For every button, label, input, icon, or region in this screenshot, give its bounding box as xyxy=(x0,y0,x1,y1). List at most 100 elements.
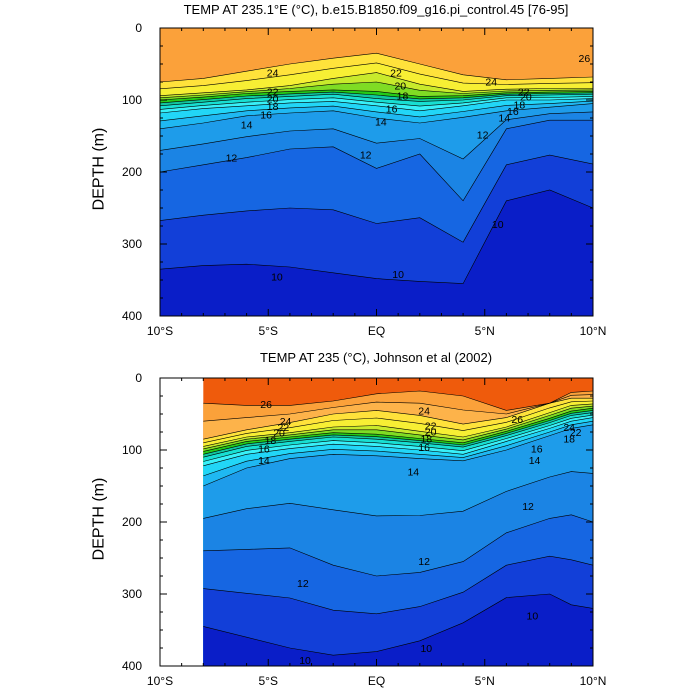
contour-label: 16 xyxy=(258,444,270,456)
y-tick-label: 200 xyxy=(122,165,142,179)
contour-label: 22 xyxy=(278,422,290,434)
contour-label: 22 xyxy=(570,427,582,439)
isotherm-line-16 xyxy=(159,98,594,114)
contour-label: 10 xyxy=(420,643,432,655)
y-tick-label: 300 xyxy=(122,587,142,601)
isotherm-line-18 xyxy=(159,93,594,107)
contour-label: 10 xyxy=(271,271,283,283)
contour-label: 16 xyxy=(531,444,543,456)
contour-label: 22 xyxy=(390,68,402,80)
contour-label: 20 xyxy=(273,428,285,440)
isotherm-line-16 xyxy=(203,417,594,467)
y-tick-label: 400 xyxy=(122,309,142,323)
y-tick-label: 100 xyxy=(122,93,142,107)
contour-label: 12 xyxy=(360,150,372,162)
contour-label: 24 xyxy=(280,416,292,428)
contour-label: 12 xyxy=(418,556,430,568)
isotherm-line-15 xyxy=(203,420,594,477)
isotherm-line-13 xyxy=(159,111,594,160)
isotherm-line-24 xyxy=(203,397,593,440)
contour-label: 26 xyxy=(260,399,272,411)
contour-label: 16 xyxy=(386,104,398,116)
isotherm-line-19 xyxy=(159,91,594,104)
contour-label: 24 xyxy=(563,422,575,434)
contour-label: 18 xyxy=(267,101,279,113)
isotherm-line-11 xyxy=(203,555,594,615)
isotherm-line-20 xyxy=(203,407,594,452)
contour-label: 24 xyxy=(418,405,430,417)
contour-label: 12 xyxy=(522,501,534,513)
x-tick-label: 5°N xyxy=(475,324,495,338)
y-tick-label: 400 xyxy=(122,659,142,673)
isotherm-line-20 xyxy=(159,89,594,101)
isotherm-band-9 xyxy=(203,594,594,666)
contour-label: 20 xyxy=(394,81,406,93)
isotherm-line-17 xyxy=(159,96,594,110)
contour-label: 18 xyxy=(563,433,575,445)
isotherm-line-13 xyxy=(203,471,594,519)
panel2-title: TEMP AT 235 (°C), Johnson et al (2002) xyxy=(259,350,493,365)
isotherm-line-17 xyxy=(203,414,594,462)
contour-label: 12 xyxy=(297,578,309,590)
isotherm-line-24 xyxy=(159,52,594,83)
contour-label: 10 xyxy=(392,269,404,281)
contour-label: 20 xyxy=(520,91,532,103)
isotherm-line-23 xyxy=(203,400,594,444)
x-tick-label: 10°S xyxy=(147,674,173,688)
isotherm-band-9 xyxy=(160,190,593,316)
contour-label: 26 xyxy=(511,414,523,426)
isotherm-line-21 xyxy=(203,405,594,450)
isotherm-line-10 xyxy=(203,593,594,656)
contour-label: 18 xyxy=(420,433,432,445)
contour-label: 18 xyxy=(265,435,277,447)
isotherm-line-18 xyxy=(203,412,594,458)
contour-label: 16 xyxy=(260,109,272,121)
y-tick-label: 0 xyxy=(135,371,142,385)
isotherm-line-12 xyxy=(203,514,594,577)
isotherm-line-22 xyxy=(203,403,594,447)
isotherm-line-14 xyxy=(203,424,594,487)
isotherm-line-23 xyxy=(159,62,594,90)
isotherm-line-22 xyxy=(159,72,593,96)
x-tick-label: EQ xyxy=(368,674,385,688)
isotherm-line-19 xyxy=(203,410,594,455)
y-tick-label: 200 xyxy=(122,515,142,529)
isotherm-line-14 xyxy=(159,103,594,130)
contour-label: 14 xyxy=(498,112,510,124)
contour-label: 14 xyxy=(375,117,387,129)
x-tick-label: 5°S xyxy=(259,674,278,688)
x-tick-label: 10°N xyxy=(580,324,607,338)
y-tick-label: 300 xyxy=(122,237,142,251)
contour-label: 16 xyxy=(418,442,430,454)
contour-label: 12 xyxy=(226,153,238,165)
contour-label: 10 xyxy=(299,655,311,667)
x-tick-label: 10°N xyxy=(580,674,607,688)
isotherm-line-10 xyxy=(159,189,594,284)
x-tick-label: 5°N xyxy=(475,674,495,688)
x-tick-label: 5°S xyxy=(259,324,278,338)
contour-label: 10 xyxy=(527,611,539,623)
contour-label: 14 xyxy=(241,119,253,131)
contour-label: 24 xyxy=(267,68,279,80)
isotherm-line-11 xyxy=(159,154,594,243)
contour-label: 20 xyxy=(267,94,279,106)
contour-label: 22 xyxy=(267,86,279,98)
isotherm-line-21 xyxy=(159,81,594,99)
contour-label: 22 xyxy=(425,421,437,433)
y-tick-label: 0 xyxy=(135,21,142,35)
contour-label: 10 xyxy=(492,219,504,231)
contour-label: 22 xyxy=(518,86,530,98)
contour-label: 24 xyxy=(485,76,497,88)
isotherm-line-12 xyxy=(159,119,593,202)
x-tick-label: 10°S xyxy=(147,324,173,338)
contour-label: 14 xyxy=(258,455,270,467)
y-tick-label: 100 xyxy=(122,443,142,457)
contour-label: 12 xyxy=(477,130,489,142)
panel1-title: TEMP AT 235.1°E (°C), b.e15.B1850.f09_g1… xyxy=(183,2,569,17)
isotherm-line-26 xyxy=(203,390,594,411)
isotherm-line-15 xyxy=(159,100,594,122)
contour-label: 16 xyxy=(507,106,519,118)
